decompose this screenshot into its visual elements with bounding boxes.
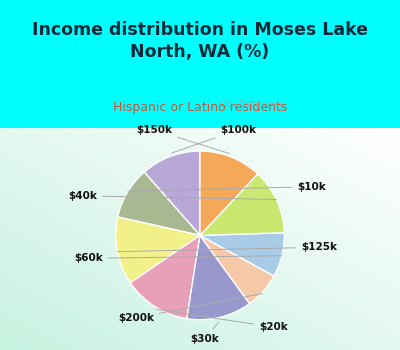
Wedge shape (118, 172, 200, 235)
Text: $150k: $150k (136, 125, 230, 154)
Text: $30k: $30k (190, 322, 219, 344)
Text: $20k: $20k (156, 309, 288, 332)
Text: City-Data.com: City-Data.com (218, 100, 282, 109)
Text: Hispanic or Latino residents: Hispanic or Latino residents (113, 101, 287, 114)
Text: $60k: $60k (74, 253, 282, 263)
Wedge shape (144, 151, 200, 235)
Text: $100k: $100k (172, 125, 256, 153)
Wedge shape (200, 174, 284, 235)
Text: $200k: $200k (118, 294, 263, 323)
Text: $40k: $40k (68, 191, 277, 201)
Wedge shape (130, 235, 200, 319)
Wedge shape (200, 235, 274, 304)
Wedge shape (187, 235, 250, 320)
Text: Income distribution in Moses Lake
North, WA (%): Income distribution in Moses Lake North,… (32, 21, 368, 61)
Wedge shape (200, 233, 284, 276)
Text: $10k: $10k (128, 182, 326, 192)
Text: $125k: $125k (117, 242, 337, 252)
Wedge shape (116, 217, 200, 283)
Wedge shape (200, 151, 258, 235)
